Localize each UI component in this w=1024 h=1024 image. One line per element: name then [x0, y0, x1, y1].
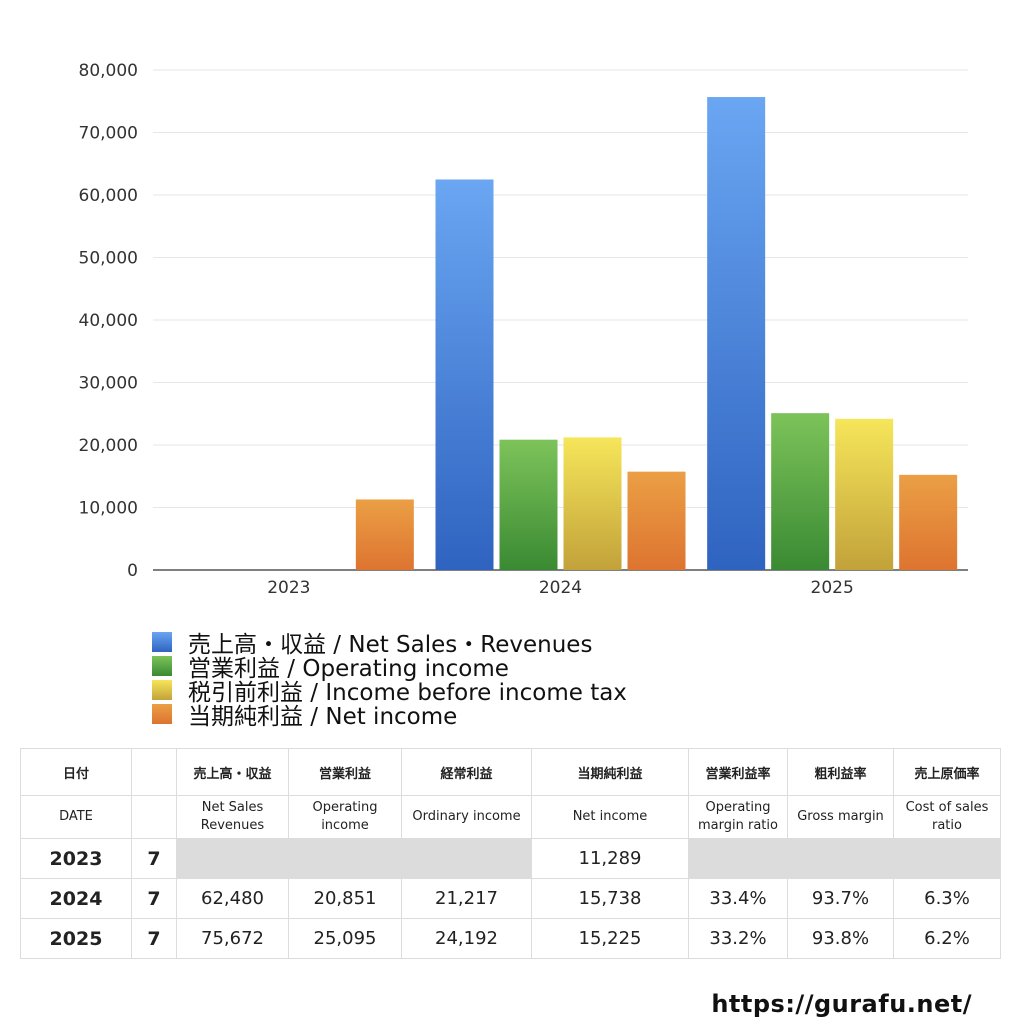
- cell-operating-margin: 33.2%: [688, 918, 788, 959]
- header-cell: 当期純利益: [531, 748, 689, 796]
- header-cell: Net income: [531, 795, 689, 839]
- y-tick-label: 30,000: [79, 374, 138, 394]
- header-cell: Operating income: [288, 795, 402, 839]
- y-tick-label: 10,000: [79, 499, 138, 519]
- table-header-en: DATE Net Sales Revenues Operating income…: [20, 795, 1001, 839]
- cell-net-income: 11,289: [531, 838, 689, 879]
- cell-operating-income: 20,851: [288, 878, 402, 919]
- cell-net-sales: [176, 838, 289, 879]
- y-tick-label: 70,000: [79, 124, 138, 144]
- header-cell: Gross margin: [787, 795, 894, 839]
- y-tick-label: 0: [127, 561, 138, 581]
- chart-legend: 売上高・収益 / Net Sales・Revenues 営業利益 / Opera…: [152, 630, 627, 730]
- legend-item: 当期純利益 / Net income: [152, 702, 627, 730]
- header-cell: 営業利益率: [688, 748, 788, 796]
- cell-net-income: 15,738: [531, 878, 689, 919]
- x-tick-label: 2023: [267, 578, 310, 598]
- legend-swatch-net-sales: [152, 632, 172, 652]
- row-year: 2023: [20, 838, 132, 879]
- header-cell: [131, 795, 177, 839]
- cell-cost-of-sales: [893, 838, 1001, 879]
- row-month: 7: [131, 878, 177, 919]
- legend-label: 営業利益 / Operating income: [188, 656, 509, 682]
- bar-chart: 0 10,000 20,000 30,000 40,000 50,000 60,000 70,…: [79, 61, 968, 598]
- header-cell: Cost of sales ratio: [893, 795, 1001, 839]
- cell-operating-margin: 33.4%: [688, 878, 788, 919]
- cell-net-sales: 62,480: [176, 878, 289, 919]
- bar-2024-series-1: [499, 439, 558, 570]
- legend-label: 税引前利益 / Income before income tax: [188, 680, 627, 706]
- legend-swatch-operating-income: [152, 656, 172, 676]
- cell-net-income: 15,225: [531, 918, 689, 959]
- bar-2025-series-1: [771, 413, 830, 570]
- header-cell: 売上原価率: [893, 748, 1001, 796]
- legend-label: 売上高・収益 / Net Sales・Revenues: [188, 632, 593, 658]
- cell-cost-of-sales: 6.3%: [893, 878, 1001, 919]
- cell-cost-of-sales: 6.2%: [893, 918, 1001, 959]
- header-cell: Operating margin ratio: [688, 795, 788, 839]
- y-tick-label: 20,000: [79, 436, 138, 456]
- cell-gross-margin: [787, 838, 894, 879]
- header-cell: 日付: [20, 748, 132, 796]
- cell-ordinary-income: [401, 838, 532, 879]
- header-cell: DATE: [20, 795, 132, 839]
- x-tick-label: 2025: [811, 578, 854, 598]
- header-cell: 売上高・収益: [176, 748, 289, 796]
- bar-2024-series-3: [627, 471, 686, 570]
- header-cell: 粗利益率: [787, 748, 894, 796]
- row-month: 7: [131, 918, 177, 959]
- legend-label: 当期純利益 / Net income: [188, 704, 458, 730]
- table-row: 2025 7 75,672 25,095 24,192 15,225 33.2%…: [20, 918, 1001, 959]
- cell-ordinary-income: 21,217: [401, 878, 532, 919]
- cell-net-sales: 75,672: [176, 918, 289, 959]
- x-tick-label: 2024: [539, 578, 582, 598]
- cell-ordinary-income: 24,192: [401, 918, 532, 959]
- row-month: 7: [131, 838, 177, 879]
- legend-swatch-income-before-tax: [152, 680, 172, 700]
- bar-2025-series-2: [835, 418, 894, 570]
- table-row: 2023 7 11,289: [20, 838, 1001, 879]
- financial-table: 日付 売上高・収益 営業利益 経常利益 当期純利益 営業利益率 粗利益率 売上原…: [20, 748, 1001, 959]
- header-cell: Net Sales Revenues: [176, 795, 289, 839]
- legend-item: 税引前利益 / Income before income tax: [152, 678, 627, 706]
- y-tick-label: 80,000: [79, 61, 138, 81]
- y-tick-label: 40,000: [79, 311, 138, 331]
- cell-gross-margin: 93.8%: [787, 918, 894, 959]
- y-tick-label: 60,000: [79, 186, 138, 206]
- legend-item: 売上高・収益 / Net Sales・Revenues: [152, 630, 627, 658]
- bar-2023-series-3: [355, 499, 414, 570]
- header-cell: 経常利益: [401, 748, 532, 796]
- header-cell: Ordinary income: [401, 795, 532, 839]
- y-tick-label: 50,000: [79, 249, 138, 269]
- cell-operating-income: 25,095: [288, 918, 402, 959]
- bar-2024-series-2: [563, 437, 622, 570]
- header-cell: [131, 748, 177, 796]
- legend-item: 営業利益 / Operating income: [152, 654, 627, 682]
- source-url[interactable]: https://gurafu.net/: [711, 990, 972, 1018]
- cell-gross-margin: 93.7%: [787, 878, 894, 919]
- row-year: 2024: [20, 878, 132, 919]
- table-row: 2024 7 62,480 20,851 21,217 15,738 33.4%…: [20, 878, 1001, 919]
- cell-operating-margin: [688, 838, 788, 879]
- bar-2025-series-0: [707, 97, 766, 571]
- row-year: 2025: [20, 918, 132, 959]
- legend-swatch-net-income: [152, 704, 172, 724]
- bar-2025-series-3: [899, 474, 958, 570]
- cell-operating-income: [288, 838, 402, 879]
- header-cell: 営業利益: [288, 748, 402, 796]
- bar-2024-series-0: [435, 179, 494, 570]
- table-header-jp: 日付 売上高・収益 営業利益 経常利益 当期純利益 営業利益率 粗利益率 売上原…: [20, 748, 1001, 796]
